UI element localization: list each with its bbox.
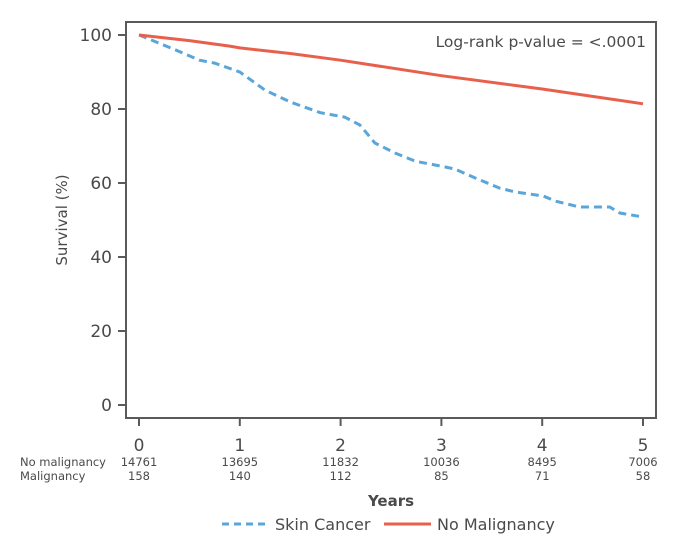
x-tick-label: 2	[335, 436, 346, 456]
legend-label: Skin Cancer	[275, 515, 371, 534]
y-axis: 0 20 40 60 80 100	[80, 26, 126, 416]
series-line-skin-cancer	[138, 33, 644, 219]
risk-cell: 7006	[628, 455, 657, 469]
risk-row-label: Malignancy	[20, 469, 86, 483]
x-tick-label: 0	[134, 436, 145, 456]
risk-cell: 10036	[423, 455, 460, 469]
y-tick-label: 0	[101, 396, 112, 416]
x-axis: 0 1 2 3 4 5	[134, 418, 649, 456]
risk-cell: 14761	[121, 455, 158, 469]
x-tick-label: 1	[234, 436, 245, 456]
series-layer	[138, 33, 644, 219]
legend: Skin Cancer No Malignancy	[222, 515, 555, 534]
log-rank-annotation: Log-rank p-value = <.0001	[436, 33, 646, 51]
risk-cell: 85	[434, 469, 449, 483]
y-axis-title: Survival (%)	[53, 174, 71, 265]
plot-frame	[125, 21, 657, 419]
risk-row-label: No malignancy	[20, 455, 106, 469]
y-tick-label: 60	[90, 174, 112, 194]
risk-cell: 8495	[528, 455, 557, 469]
plot-border	[125, 21, 657, 419]
legend-label: No Malignancy	[437, 515, 555, 534]
x-tick-label: 3	[436, 436, 447, 456]
risk-cell: 11832	[322, 455, 359, 469]
x-tick-label: 5	[638, 436, 649, 456]
risk-table: No malignancy 14761 13695 11832 10036 8495 700…	[20, 455, 658, 483]
risk-cell: 71	[535, 469, 550, 483]
risk-cell: 58	[636, 469, 651, 483]
y-tick-label: 20	[90, 322, 112, 342]
risk-cell: 112	[330, 469, 352, 483]
x-tick-label: 4	[537, 436, 548, 456]
y-tick-label: 80	[90, 100, 112, 120]
risk-cell: 140	[229, 469, 251, 483]
series-line-no-malignancy	[138, 33, 644, 106]
y-tick-label: 40	[90, 248, 112, 268]
risk-cell: 13695	[222, 455, 259, 469]
x-axis-title: Years	[367, 492, 414, 510]
y-tick-label: 100	[80, 26, 112, 46]
risk-cell: 158	[128, 469, 150, 483]
